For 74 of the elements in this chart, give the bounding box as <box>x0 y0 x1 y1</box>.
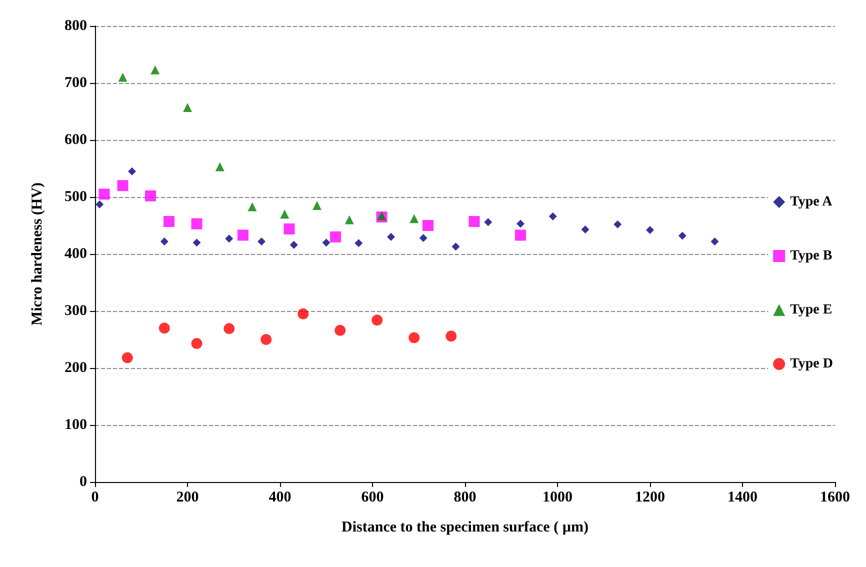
point <box>330 231 341 242</box>
x-tick-label: 1400 <box>728 490 758 506</box>
point <box>238 230 248 241</box>
y-tick-label: 600 <box>64 132 87 148</box>
legend-label: Type A <box>790 194 834 210</box>
x-tick-label: 1200 <box>635 490 665 506</box>
point <box>410 214 419 224</box>
point <box>150 65 160 74</box>
point <box>192 238 201 247</box>
point <box>215 162 224 172</box>
point <box>122 352 133 364</box>
point <box>452 242 460 251</box>
point <box>96 200 104 208</box>
point <box>468 216 480 228</box>
point <box>516 220 524 228</box>
point <box>419 234 428 242</box>
point <box>280 210 290 219</box>
point <box>614 220 622 228</box>
legend-label: Type E <box>790 302 832 318</box>
x-tick-label: 1600 <box>820 490 850 506</box>
y-tick-label: 300 <box>64 303 87 319</box>
point <box>372 314 383 326</box>
point <box>548 212 557 220</box>
point <box>344 215 354 224</box>
y-tick-label: 700 <box>64 75 87 91</box>
y-tick-label: 100 <box>64 417 87 433</box>
point <box>160 237 168 246</box>
point <box>290 240 298 249</box>
x-tick-label: 0 <box>91 490 99 506</box>
point <box>117 180 128 192</box>
y-tick-label: 200 <box>64 360 87 376</box>
point <box>581 225 590 234</box>
point <box>484 218 492 226</box>
point <box>118 72 128 82</box>
point <box>164 216 174 228</box>
x-tick-label: 200 <box>176 490 199 506</box>
legend-label: Type B <box>790 248 832 264</box>
point <box>422 220 434 231</box>
x-tick-label: 800 <box>454 490 476 506</box>
point <box>191 218 202 230</box>
x-tick-label: 1000 <box>542 490 572 506</box>
point <box>678 232 686 240</box>
point <box>387 232 395 241</box>
point <box>322 238 330 247</box>
x-tick-label: 400 <box>268 490 292 506</box>
point <box>354 239 363 248</box>
y-tick-label: 500 <box>64 189 87 205</box>
point <box>225 234 234 243</box>
point <box>258 237 266 246</box>
point <box>191 338 202 349</box>
point <box>145 190 156 202</box>
legend-label: Type D <box>790 356 834 372</box>
point <box>128 167 136 176</box>
point <box>248 202 257 212</box>
point <box>710 237 719 246</box>
x-tick-label: 600 <box>361 490 384 506</box>
point <box>408 332 420 344</box>
y-tick-label: 400 <box>64 246 87 262</box>
point <box>646 226 654 234</box>
point <box>446 330 457 342</box>
x-axis-title: Distance to the specimen surface ( µm) <box>342 520 588 536</box>
point <box>224 323 235 334</box>
point <box>183 103 192 112</box>
point <box>158 322 170 334</box>
point <box>298 308 309 320</box>
point <box>312 201 322 210</box>
point <box>260 334 272 345</box>
point <box>284 223 295 234</box>
y-tick-label: 0 <box>80 474 87 490</box>
y-tick-label: 800 <box>64 18 87 34</box>
point <box>334 324 346 336</box>
y-axis-title: Micro hardeness (HV) <box>30 182 46 326</box>
point <box>98 188 110 200</box>
point <box>515 230 526 241</box>
